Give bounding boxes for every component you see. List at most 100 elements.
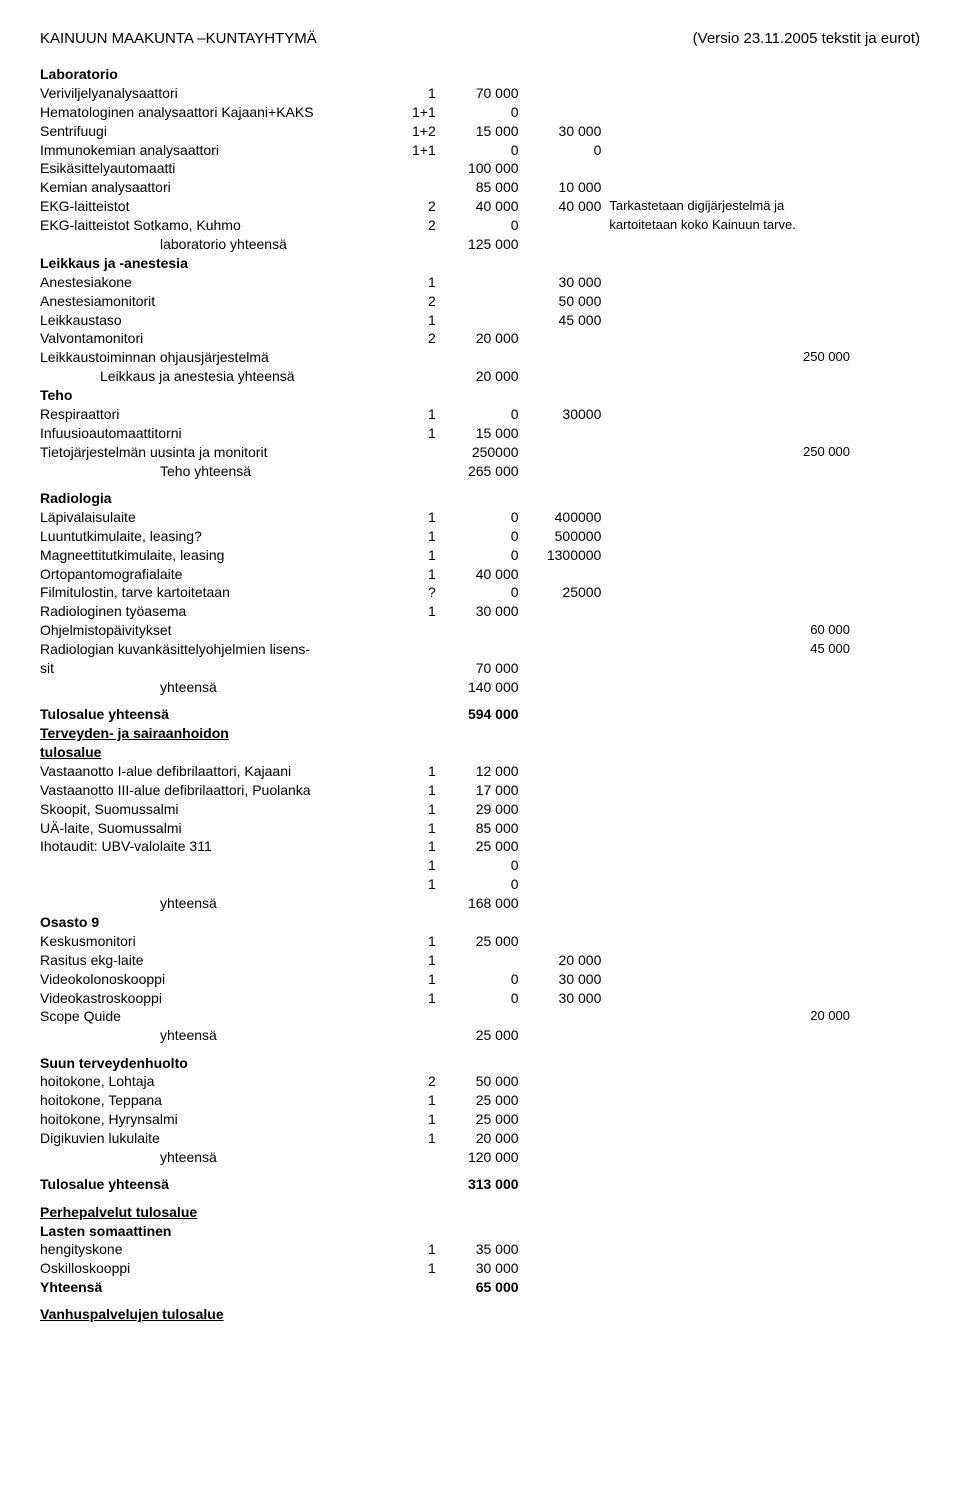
row-label: Leikkaustaso	[40, 311, 382, 330]
row-qty	[382, 1148, 444, 1167]
table-row: yhteensä140 000	[40, 678, 920, 697]
table-row: Filmitulostin, tarve kartoitetaan?025000	[40, 583, 920, 602]
table-row: 10	[40, 875, 920, 894]
table-row: Immunokemian analysaattori1+100	[40, 141, 920, 160]
row-note	[609, 178, 920, 197]
row-label: Respiraattori	[40, 405, 382, 424]
row-note	[609, 84, 920, 103]
row-value-2	[527, 462, 610, 481]
row-value-2: 30 000	[527, 273, 610, 292]
row-note	[609, 1091, 920, 1110]
table-row: EKG-laitteistot Sotkamo, Kuhmo20kartoite…	[40, 216, 920, 235]
row-value-2	[527, 762, 610, 781]
row-value-1: 35 000	[444, 1240, 527, 1259]
row-label: Ohjelmistopäivitykset	[40, 621, 382, 640]
section-title: Terveyden- ja sairaanhoidon	[40, 724, 920, 743]
row-value-2	[527, 781, 610, 800]
row-value-2: 30 000	[527, 122, 610, 141]
row-value-1: 120 000	[444, 1148, 527, 1167]
row-label: sit	[40, 659, 382, 678]
row-qty: 1	[382, 932, 444, 951]
table-row: Ihotaudit: UBV-valolaite 311125 000	[40, 837, 920, 856]
table-row: Radiologian kuvankäsittelyohjelmien lise…	[40, 640, 920, 659]
row-qty: 1	[382, 1091, 444, 1110]
table-row: Respiraattori1030000	[40, 405, 920, 424]
row-label: Leikkaus ja anestesia yhteensä	[40, 367, 382, 386]
row-qty	[382, 1007, 444, 1026]
row-qty: 1	[382, 819, 444, 838]
row-value-2	[527, 659, 610, 678]
row-value-1: 25 000	[444, 932, 527, 951]
row-qty	[382, 462, 444, 481]
row-qty: 1	[382, 273, 444, 292]
row-value-2: 30 000	[527, 989, 610, 1008]
row-qty: 1	[382, 1129, 444, 1148]
row-label: Oskilloskooppi	[40, 1259, 382, 1278]
section-title: Radiologia	[40, 489, 920, 508]
row-qty: 1	[382, 856, 444, 875]
row-value-1: 0	[444, 141, 527, 160]
row-label	[40, 856, 382, 875]
row-qty: 1	[382, 875, 444, 894]
row-qty	[382, 367, 444, 386]
row-note	[609, 837, 920, 856]
row-value-2	[527, 856, 610, 875]
row-value-1: 85 000	[444, 178, 527, 197]
row-value-2	[527, 1129, 610, 1148]
table-row: yhteensä168 000	[40, 894, 920, 913]
section-title: Leikkaus ja -anestesia	[40, 254, 920, 273]
row-value-1: 0	[444, 103, 527, 122]
row-value-1	[444, 1007, 527, 1026]
table-row: Teho yhteensä265 000	[40, 462, 920, 481]
row-qty: 1	[382, 546, 444, 565]
row-label: Filmitulostin, tarve kartoitetaan	[40, 583, 382, 602]
row-label: EKG-laitteistot Sotkamo, Kuhmo	[40, 216, 382, 235]
table-row: Videokolonoskooppi1030 000	[40, 970, 920, 989]
row-value-1: 168 000	[444, 894, 527, 913]
row-value-2: 400000	[527, 508, 610, 527]
row-value-2: 45 000	[527, 311, 610, 330]
row-label: Kemian analysaattori	[40, 178, 382, 197]
row-label: hengityskone	[40, 1240, 382, 1259]
row-value-2: 50 000	[527, 292, 610, 311]
row-qty: 1	[382, 837, 444, 856]
row-note	[609, 1175, 920, 1194]
row-note	[609, 367, 920, 386]
row-note	[609, 951, 920, 970]
row-note	[609, 235, 920, 254]
row-value-2: 500000	[527, 527, 610, 546]
table-row: hoitokone, Hyrynsalmi125 000	[40, 1110, 920, 1129]
row-value-2	[527, 1175, 610, 1194]
row-label: Läpivalaisulaite	[40, 508, 382, 527]
table-row: Tulosalue yhteensä594 000	[40, 705, 920, 724]
section-title: Vanhuspalvelujen tulosalue	[40, 1305, 920, 1324]
row-value-2: 10 000	[527, 178, 610, 197]
row-qty: 1	[382, 311, 444, 330]
row-value-2	[527, 1278, 610, 1297]
row-value-1: 100 000	[444, 159, 527, 178]
row-value-2	[527, 1148, 610, 1167]
row-note	[609, 1240, 920, 1259]
table-row: EKG-laitteistot240 00040 000Tarkastetaan…	[40, 197, 920, 216]
row-label: yhteensä	[40, 678, 382, 697]
row-label: Radiologian kuvankäsittelyohjelmien lise…	[40, 640, 382, 659]
row-note: 45 000	[609, 640, 920, 659]
row-value-2	[527, 640, 610, 659]
row-value-2	[527, 1259, 610, 1278]
row-value-2	[527, 443, 610, 462]
table-row: Kemian analysaattori 85 00010 000	[40, 178, 920, 197]
row-label: hoitokone, Hyrynsalmi	[40, 1110, 382, 1129]
table-row: Sentrifuugi1+215 00030 000	[40, 122, 920, 141]
table-row: Skoopit, Suomussalmi129 000	[40, 800, 920, 819]
row-value-2	[527, 216, 610, 235]
row-label: EKG-laitteistot	[40, 197, 382, 216]
header-right: (Versio 23.11.2005 tekstit ja eurot)	[693, 30, 920, 47]
row-value-2	[527, 367, 610, 386]
table-row: Läpivalaisulaite10400000	[40, 508, 920, 527]
row-qty	[382, 678, 444, 697]
row-label: Leikkaustoiminnan ohjausjärjestelmä	[40, 348, 382, 367]
table-row: Leikkaustoiminnan ohjausjärjestelmä250 0…	[40, 348, 920, 367]
row-note	[609, 405, 920, 424]
row-value-1: 0	[444, 216, 527, 235]
row-value-2	[527, 1007, 610, 1026]
